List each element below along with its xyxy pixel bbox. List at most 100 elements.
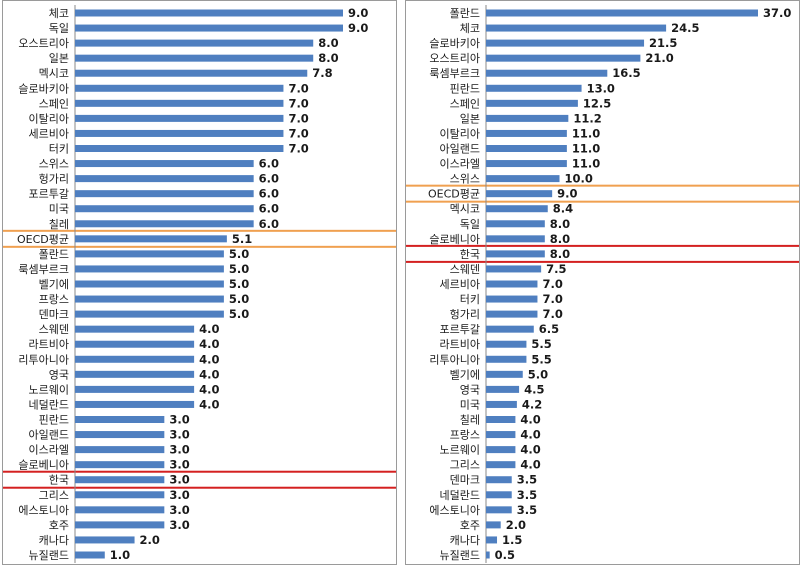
left-category-label: 헝가리 xyxy=(39,173,69,186)
right-category-label: OECD평균 xyxy=(428,188,480,201)
left-value-label: 3.0 xyxy=(169,518,189,532)
left-bar xyxy=(75,145,284,152)
left-category-label: 이스라엘 xyxy=(29,444,69,457)
left-value-label: 7.0 xyxy=(288,96,308,110)
left-category-label: 영국 xyxy=(49,368,69,381)
right-category-label: 영국 xyxy=(460,383,480,396)
left-value-label: 4.0 xyxy=(199,352,219,366)
right-bar xyxy=(486,295,538,303)
right-category-label: 벨기에 xyxy=(450,368,480,381)
right-category-label: 호주 xyxy=(460,519,480,532)
left-bar xyxy=(75,385,195,393)
right-category-label: 미국 xyxy=(460,398,480,411)
right-bar xyxy=(486,461,516,469)
left-category-label: 호주 xyxy=(49,519,69,532)
left-bar xyxy=(75,235,227,243)
right-bar xyxy=(486,84,582,92)
left-bar xyxy=(75,461,165,469)
left-value-label: 3.0 xyxy=(169,413,189,427)
right-bar xyxy=(486,400,517,408)
left-value-label: 3.0 xyxy=(169,488,189,502)
right-category-label: 스웨덴 xyxy=(450,263,480,276)
left-value-label: 3.0 xyxy=(169,473,189,487)
left-value-label: 6.0 xyxy=(259,157,279,171)
right-bar xyxy=(486,370,523,378)
left-value-label: 6.0 xyxy=(259,202,279,216)
left-category-label: 칠레 xyxy=(49,218,69,231)
right-value-label: 4.0 xyxy=(520,443,540,457)
right-category-label: 오스트리아 xyxy=(429,52,480,65)
left-category-label: 덴마크 xyxy=(39,308,69,321)
left-highlight-box-1 xyxy=(3,470,396,489)
left-bar xyxy=(75,325,195,333)
left-bar xyxy=(75,370,195,378)
left-bar xyxy=(75,54,314,62)
right-value-label: 0.5 xyxy=(495,548,515,562)
right-category-label: 프랑스 xyxy=(450,429,480,442)
left-category-label: 슬로베니아 xyxy=(18,459,69,472)
left-bar xyxy=(75,491,165,499)
left-category-label: 프랑스 xyxy=(39,293,69,306)
left-category-label: 일본 xyxy=(49,51,69,65)
right-value-label: 8.0 xyxy=(550,217,570,231)
right-category-label: 이탈리아 xyxy=(440,127,480,140)
left-value-label: 8.0 xyxy=(318,36,338,50)
right-bar xyxy=(486,536,498,544)
left-value-label: 5.0 xyxy=(229,247,249,261)
left-category-label: 폴란드 xyxy=(39,248,69,261)
right-category-label: 일본 xyxy=(460,111,480,125)
right-category-label: 칠레 xyxy=(460,414,480,427)
left-bar xyxy=(75,9,343,17)
left-bar xyxy=(75,39,314,47)
right-value-label: 1.5 xyxy=(502,533,522,547)
left-category-label: 오스트리아 xyxy=(18,37,69,50)
left-value-label: 5.1 xyxy=(232,232,252,246)
left-value-label: 9.0 xyxy=(348,21,368,35)
right-bar xyxy=(486,385,520,393)
right-highlight-box-0 xyxy=(406,184,799,203)
left-value-label: 3.0 xyxy=(169,458,189,472)
right-category-label: 슬로베니아 xyxy=(429,233,480,246)
left-category-label: 독일 xyxy=(49,21,69,35)
right-bar xyxy=(486,355,527,363)
right-value-label: 6.5 xyxy=(539,322,559,336)
right-category-label: 폴란드 xyxy=(450,7,480,20)
left-bar xyxy=(75,114,284,122)
left-bar xyxy=(75,129,284,137)
left-value-label: 5.0 xyxy=(229,277,249,291)
left-value-label: 4.0 xyxy=(199,322,219,336)
left-category-label: 벨기에 xyxy=(39,278,69,291)
left-bar xyxy=(75,536,135,544)
left-value-label: 1.0 xyxy=(110,548,130,562)
right-value-label: 4.0 xyxy=(520,458,540,472)
right-category-label: 에스토니아 xyxy=(429,504,480,517)
right-category-label: 룩셈부르크 xyxy=(429,67,480,80)
right-value-label: 4.2 xyxy=(522,397,542,411)
right-value-label: 4.0 xyxy=(520,428,540,442)
right-bar xyxy=(486,491,512,499)
left-bar xyxy=(75,205,254,213)
left-category-label: 리투아니아 xyxy=(18,353,69,366)
right-category-label: 리투아니아 xyxy=(429,353,480,366)
left-category-label: 캐나다 xyxy=(39,534,69,547)
right-category-label: 노르웨이 xyxy=(440,444,480,457)
right-bar xyxy=(486,160,567,168)
right-value-label: 8.0 xyxy=(550,232,570,246)
right-value-label: 37.0 xyxy=(763,6,791,20)
left-value-label: 2.0 xyxy=(140,533,160,547)
left-category-label: 핀란드 xyxy=(39,414,69,427)
left-value-label: 4.0 xyxy=(199,367,219,381)
left-category-label: 포르투갈 xyxy=(29,187,69,201)
left-bar xyxy=(75,431,165,439)
right-value-label: 8.4 xyxy=(553,202,573,216)
left-category-label: 체코 xyxy=(49,7,69,20)
right-category-label: 포르투갈 xyxy=(440,322,480,336)
left-value-label: 7.0 xyxy=(288,111,308,125)
left-bar xyxy=(75,551,105,559)
right-category-label: 터키 xyxy=(460,293,480,306)
left-bar xyxy=(75,250,224,258)
left-category-label: 노르웨이 xyxy=(29,383,69,396)
right-value-label: 5.5 xyxy=(531,352,551,366)
left-highlight-box-0 xyxy=(3,229,396,248)
left-category-label: 이탈리아 xyxy=(29,112,69,125)
